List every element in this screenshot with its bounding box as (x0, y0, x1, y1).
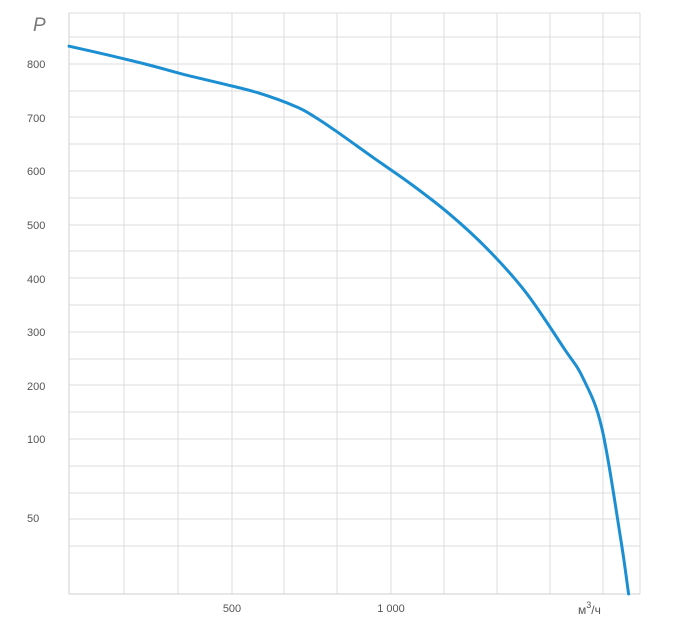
x-unit-base: м (578, 603, 586, 617)
y-tick-label: 200 (27, 381, 45, 393)
x-axis-unit-label: м3/ч (578, 600, 601, 617)
y-tick-label: 400 (27, 274, 45, 286)
y-tick-label: 500 (27, 220, 45, 232)
y-tick-label: 100 (27, 434, 45, 446)
series-line (67, 44, 631, 596)
tick-labels: 50 100 200 300 400 500 600 700 800 500 1 000 (27, 59, 405, 615)
y-axis-label: P (33, 15, 46, 36)
x-tick-label: 500 (223, 603, 241, 615)
x-tick-label: 1 000 (377, 603, 405, 615)
y-tick-label: 800 (27, 59, 45, 71)
chart-axes (68, 13, 640, 595)
x-unit-rest: /ч (591, 603, 601, 617)
series-lines (67, 44, 631, 596)
y-tick-label: 300 (27, 327, 45, 339)
y-tick-label: 600 (27, 166, 45, 178)
x-unit-superscript: 3 (586, 600, 591, 610)
y-tick-label: 700 (27, 113, 45, 125)
chart-grid (69, 12, 641, 594)
y-tick-label: 50 (27, 513, 39, 525)
